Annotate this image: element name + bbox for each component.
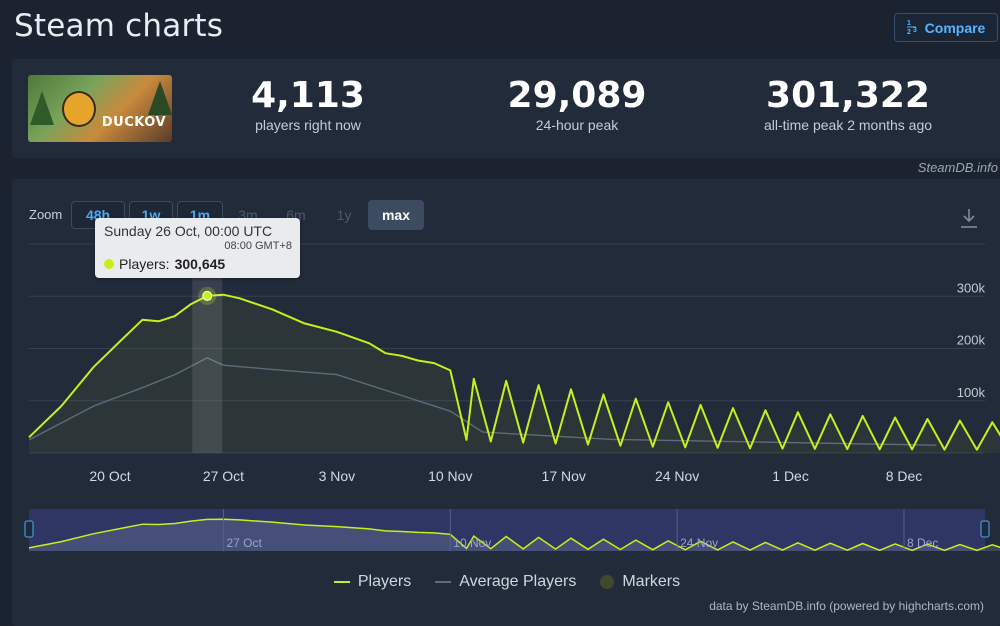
tooltip-series-row: Players: 300,645 xyxy=(104,256,225,272)
all-time-peak-label: all-time peak 2 months ago xyxy=(763,117,933,133)
tooltip-series-label: Players: xyxy=(119,256,170,272)
peak-24h-stat: 29,089 24-hour peak xyxy=(447,75,707,134)
y-tick-label: 200k xyxy=(957,333,986,348)
legend-item-average[interactable]: Average Players xyxy=(435,573,576,591)
tooltip-date: Sunday 26 Oct, 00:00 UTC xyxy=(104,223,273,239)
navigator-tick-label: 27 Oct xyxy=(226,536,262,550)
navigator-left-handle[interactable] xyxy=(24,520,34,538)
game-thumbnail[interactable]: DUCKOV xyxy=(28,75,172,142)
hover-point xyxy=(202,290,213,301)
peak-24h-value: 29,089 xyxy=(507,75,647,116)
compare-label: Compare xyxy=(924,19,986,36)
svg-text:2: 2 xyxy=(907,29,911,35)
legend-players-label: Players xyxy=(357,573,412,590)
navigator-tick-label: 8 Dec xyxy=(907,536,938,550)
current-players-label: players right now xyxy=(255,117,361,133)
players-area xyxy=(29,294,1000,453)
navigator-line xyxy=(28,518,1000,552)
legend-average-label: Average Players xyxy=(459,573,577,590)
all-time-peak-value: 301,322 xyxy=(766,75,930,116)
x-tick-label: 3 Nov xyxy=(319,468,356,484)
svg-text:1: 1 xyxy=(907,20,911,27)
x-tick-label: 20 Oct xyxy=(89,468,130,484)
duck-icon xyxy=(62,91,96,127)
x-tick-label: 1 Dec xyxy=(772,468,809,484)
legend: Players Average Players Markers xyxy=(12,573,1000,591)
all-time-peak-stat: 301,322 all-time peak 2 months ago xyxy=(718,75,978,134)
x-tick-label: 24 Nov xyxy=(655,468,699,484)
tooltip-local-time: 08:00 GMT+8 xyxy=(224,240,292,252)
navigator-mask xyxy=(29,509,985,551)
stats-panel: DUCKOV 4,113 players right now 29,089 24… xyxy=(12,59,1000,158)
legend-markers-label: Markers xyxy=(622,573,681,590)
credits[interactable]: data by SteamDB.info (powered by highcha… xyxy=(709,599,984,613)
current-players-stat: 4,113 players right now xyxy=(178,75,438,134)
markers-dot-icon xyxy=(600,575,615,589)
zoom-label: Zoom xyxy=(29,207,63,222)
legend-item-markers[interactable]: Markers xyxy=(600,573,680,591)
navigator-tick-label: 24 Nov xyxy=(680,536,718,550)
compare-button[interactable]: 1 2 3 Compare xyxy=(894,13,998,42)
y-tick-label: 100k xyxy=(957,385,986,400)
x-tick-label: 10 Nov xyxy=(428,468,472,484)
zoom-max-button[interactable]: max xyxy=(368,200,424,230)
download-icon[interactable] xyxy=(960,207,978,229)
x-tick-label: 8 Dec xyxy=(886,468,923,484)
current-players-value: 4,113 xyxy=(251,75,365,116)
navigator-tick-label: 10 Nov xyxy=(453,536,491,550)
y-tick-label: 300k xyxy=(957,280,986,295)
tooltip-series-value: 300,645 xyxy=(174,256,226,272)
players-line-icon xyxy=(333,581,350,583)
tooltip: Sunday 26 Oct, 00:00 UTC 08:00 GMT+8 Pla… xyxy=(95,218,300,278)
navigator-right-handle[interactable] xyxy=(980,520,990,538)
average-line-icon xyxy=(435,581,452,583)
players-line xyxy=(28,293,1000,451)
x-tick-label: 17 Nov xyxy=(542,468,586,484)
compare-icon: 1 2 3 xyxy=(906,19,919,37)
page-title: Steam charts xyxy=(14,8,224,44)
tooltip-dot-icon xyxy=(104,259,114,269)
chart-panel: Zoom 48h 1w 1m 3m 6m 1y max 100k 200k 300k… xyxy=(12,179,1000,626)
x-tick-label: 27 Oct xyxy=(203,468,244,484)
game-logo: DUCKOV xyxy=(101,115,166,130)
player-chart[interactable]: 100k 200k 300k 20 Oct 27 Oct 3 Nov 10 Nov 17 N… xyxy=(12,179,1000,559)
zoom-1y-button[interactable]: 1y xyxy=(336,207,352,223)
peak-24h-label: 24-hour peak xyxy=(535,117,619,133)
navigator-area xyxy=(29,519,1000,551)
legend-item-players[interactable]: Players xyxy=(333,573,412,591)
steamdb-tag[interactable]: SteamDB.info xyxy=(917,160,998,175)
svg-text:3: 3 xyxy=(913,27,917,34)
average-players-line xyxy=(28,357,937,446)
